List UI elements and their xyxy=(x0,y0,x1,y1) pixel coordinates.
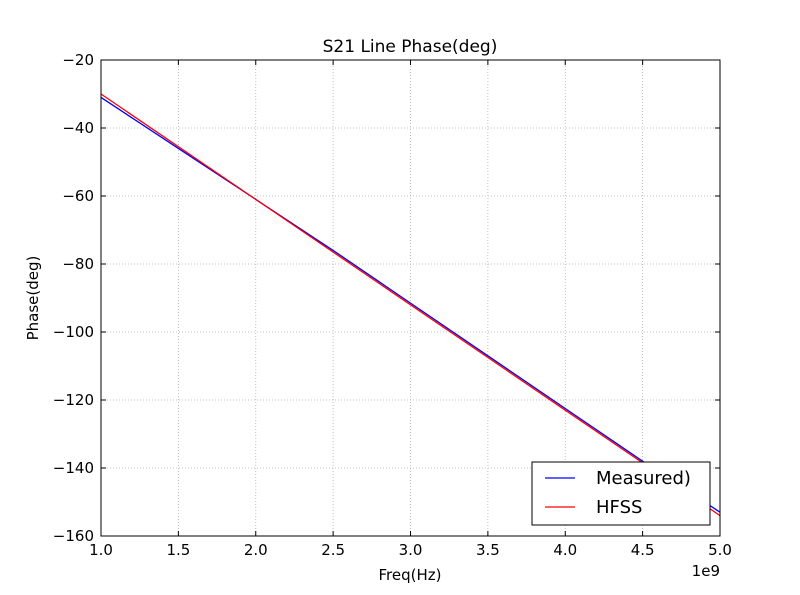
y-tick-labels: −20 −40 −60 −80 −100 −120 −140 −160 xyxy=(53,51,94,545)
legend-label-hfss: HFSS xyxy=(596,497,642,518)
x-axis-label: Freq(Hz) xyxy=(379,566,442,584)
legend-label-measured: Measured) xyxy=(596,468,691,489)
x-tick-label: 1.5 xyxy=(166,541,190,559)
x-tick-label: 4.0 xyxy=(553,541,577,559)
chart-title: S21 Line Phase(deg) xyxy=(323,37,498,57)
y-tick-label: −40 xyxy=(62,119,94,137)
x-tick-label: 1.0 xyxy=(89,541,113,559)
legend-box xyxy=(531,461,711,526)
y-tick-label: −140 xyxy=(53,459,94,477)
x-tick-labels: 1.0 1.5 2.0 2.5 3.0 3.5 4.0 4.5 5.0 xyxy=(89,541,732,559)
series-line-1 xyxy=(100,93,721,517)
x-tick-label: 4.5 xyxy=(631,541,655,559)
axis-ticks xyxy=(100,59,721,537)
x-tick-label: 2.5 xyxy=(321,541,345,559)
x-tick-label: 5.0 xyxy=(708,541,732,559)
y-tick-label: −80 xyxy=(62,255,94,273)
x-tick-label: 3.5 xyxy=(476,541,500,559)
x-tick-label: 2.0 xyxy=(244,541,268,559)
y-tick-label: −20 xyxy=(62,51,94,69)
y-tick-label: −100 xyxy=(53,323,94,341)
y-tick-label: −120 xyxy=(53,391,94,409)
series-lines xyxy=(100,93,721,517)
y-tick-label: −60 xyxy=(62,187,94,205)
y-tick-label: −160 xyxy=(53,527,94,545)
x-axis-offset-text: 1e9 xyxy=(692,562,720,580)
x-tick-label: 3.0 xyxy=(399,541,423,559)
y-axis-label: Phase(deg) xyxy=(24,256,42,341)
series-line-0 xyxy=(100,96,721,513)
legend: Measured) HFSS xyxy=(531,461,711,526)
